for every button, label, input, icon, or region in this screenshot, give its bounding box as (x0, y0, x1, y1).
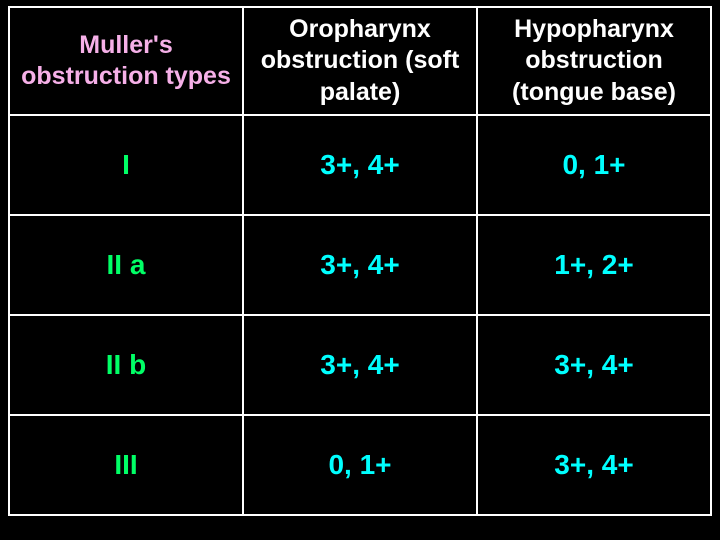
cell-hypopharynx: 0, 1+ (477, 115, 711, 215)
obstruction-table: Muller's obstruction types Oropharynx ob… (8, 6, 712, 516)
cell-oropharynx: 3+, 4+ (243, 115, 477, 215)
cell-hypopharynx: 3+, 4+ (477, 315, 711, 415)
row-label: II a (9, 215, 243, 315)
cell-oropharynx: 3+, 4+ (243, 215, 477, 315)
cell-oropharynx: 3+, 4+ (243, 315, 477, 415)
col-header-types: Muller's obstruction types (9, 7, 243, 115)
col-header-oropharynx: Oropharynx obstruction (soft palate) (243, 7, 477, 115)
slide-stage: Muller's obstruction types Oropharynx ob… (0, 0, 720, 540)
table-row: II b 3+, 4+ 3+, 4+ (9, 315, 711, 415)
table-row: III 0, 1+ 3+, 4+ (9, 415, 711, 515)
cell-hypopharynx: 3+, 4+ (477, 415, 711, 515)
table-row: II a 3+, 4+ 1+, 2+ (9, 215, 711, 315)
table-header-row: Muller's obstruction types Oropharynx ob… (9, 7, 711, 115)
col-header-hypopharynx: Hypopharynx obstruction (tongue base) (477, 7, 711, 115)
cell-hypopharynx: 1+, 2+ (477, 215, 711, 315)
row-label: I (9, 115, 243, 215)
cell-oropharynx: 0, 1+ (243, 415, 477, 515)
table-row: I 3+, 4+ 0, 1+ (9, 115, 711, 215)
row-label: III (9, 415, 243, 515)
row-label: II b (9, 315, 243, 415)
